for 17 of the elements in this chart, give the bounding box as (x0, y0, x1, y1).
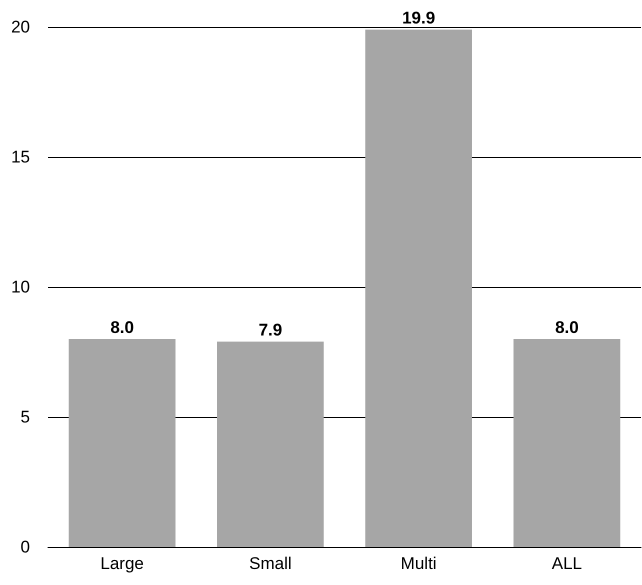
bar (217, 342, 324, 547)
y-tick-label: 20 (11, 18, 30, 36)
data-label: 8.0 (555, 318, 579, 337)
y-tick-label: 0 (20, 538, 30, 556)
data-label: 8.0 (110, 318, 134, 337)
y-tick-label: 10 (11, 278, 30, 296)
bar (365, 30, 472, 547)
x-tick-label: Multi (400, 554, 437, 573)
y-tick-label: 5 (20, 408, 30, 426)
bar (68, 339, 176, 547)
data-label: 19.9 (402, 8, 436, 28)
x-tick-label: Large (100, 554, 144, 573)
bar (514, 339, 620, 547)
y-tick-label: 15 (11, 148, 30, 166)
data-label: 7.9 (258, 320, 282, 340)
x-tick-label: Small (249, 554, 292, 573)
x-tick-label: ALL (552, 554, 582, 573)
